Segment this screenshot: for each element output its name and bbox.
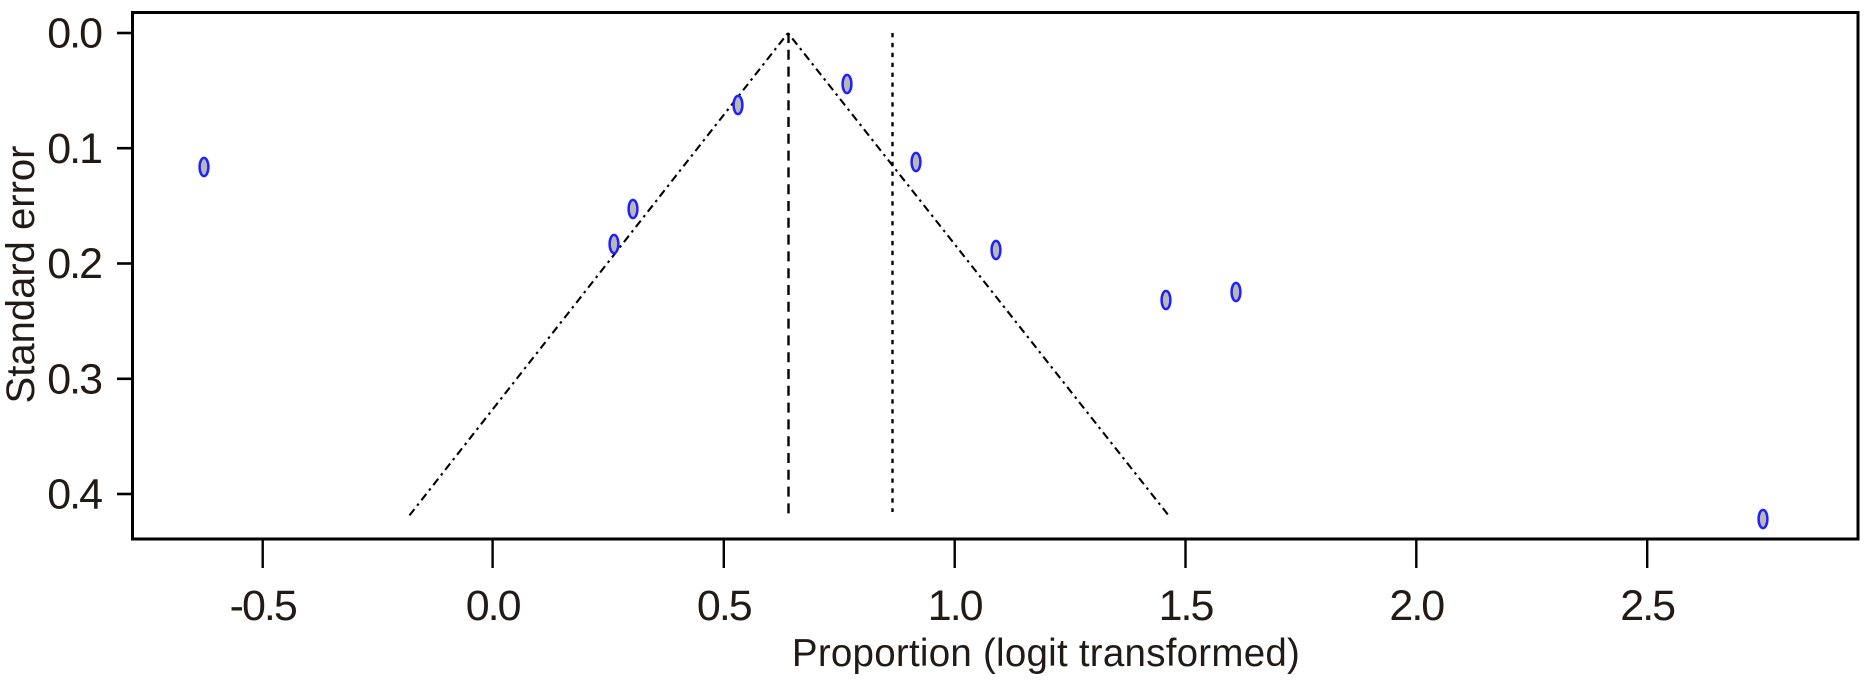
svg-text:2.0: 2.0 <box>1389 582 1444 630</box>
svg-text:1.5: 1.5 <box>1159 582 1214 630</box>
svg-text:Proportion (logit transformed): Proportion (logit transformed) <box>792 632 1300 675</box>
svg-text:Standard error: Standard error <box>0 146 43 404</box>
svg-text:0.0: 0.0 <box>466 582 521 630</box>
svg-text:2.5: 2.5 <box>1620 582 1675 630</box>
svg-text:-0.5: -0.5 <box>230 582 297 630</box>
svg-text:1.0: 1.0 <box>928 582 983 630</box>
svg-text:0.2: 0.2 <box>47 240 101 288</box>
svg-text:0.4: 0.4 <box>47 471 102 519</box>
svg-text:0.1: 0.1 <box>47 125 101 173</box>
svg-text:0.5: 0.5 <box>697 582 752 630</box>
svg-text:0.3: 0.3 <box>47 356 102 404</box>
svg-text:0.0: 0.0 <box>47 10 102 58</box>
